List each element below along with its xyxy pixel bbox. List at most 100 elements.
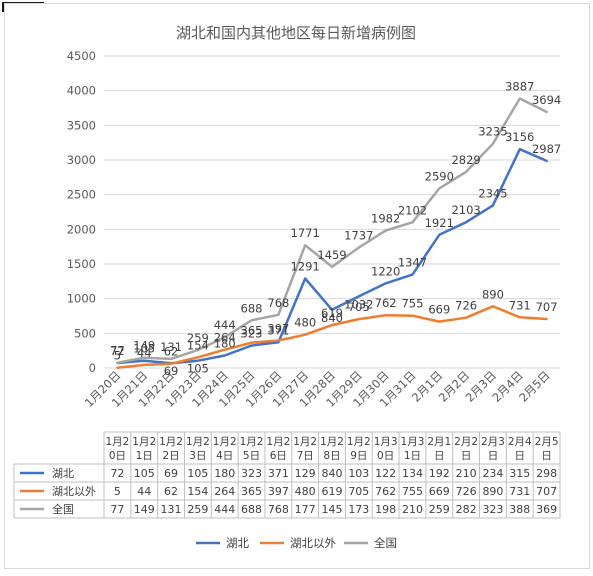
table-cell: 69 — [164, 467, 178, 480]
data-label: 3694 — [532, 93, 561, 107]
data-label: 62 — [164, 345, 179, 359]
table-cell: 198 — [375, 503, 396, 516]
data-table: 1月20日1月21日1月22日1月23日1月24日1月25日1月26日1月27日… — [13, 431, 561, 519]
data-label: 69 — [164, 364, 179, 378]
table-cell: 688 — [241, 503, 262, 516]
data-label: 77 — [110, 344, 125, 358]
table-header: 1月2 — [159, 436, 183, 448]
table-cell: 77 — [110, 503, 124, 516]
table-row-label: 全国 — [52, 502, 74, 516]
table-header: 8日 — [323, 450, 340, 462]
table-header: 2月5 — [535, 436, 559, 448]
table-cell: 755 — [402, 485, 423, 498]
table-cell: 259 — [187, 503, 208, 516]
y-tick-label: 3500 — [67, 118, 96, 132]
data-label: 323 — [241, 327, 263, 341]
legend-label: 全国 — [374, 536, 397, 550]
table-header: 2日 — [162, 450, 179, 462]
table-cell: 705 — [348, 485, 369, 498]
table-cell: 259 — [429, 503, 450, 516]
data-label: 731 — [509, 298, 531, 312]
table-header: 7日 — [297, 450, 314, 462]
table-header: 1月2 — [132, 436, 156, 448]
data-label: 2103 — [451, 203, 480, 217]
table-header: 1月2 — [293, 436, 317, 448]
table-header: 6日 — [270, 450, 287, 462]
table-cell: 397 — [268, 485, 289, 498]
data-label: 619 — [321, 306, 343, 320]
data-label: 2590 — [425, 169, 454, 183]
table-header: 0日 — [109, 450, 126, 462]
data-label: 669 — [428, 303, 450, 317]
table-cell: 105 — [134, 467, 155, 480]
data-label: 755 — [401, 297, 423, 311]
table-cell: 480 — [295, 485, 316, 498]
table-cell: 180 — [214, 467, 235, 480]
chart-frame — [4, 3, 590, 569]
table-cell: 105 — [187, 467, 208, 480]
table-cell: 72 — [110, 467, 124, 480]
data-label: 149 — [133, 339, 155, 353]
table-cell: 62 — [164, 485, 178, 498]
data-label: 1291 — [291, 259, 320, 273]
data-label: 2345 — [478, 186, 507, 200]
legend-label: 湖北 — [226, 536, 249, 550]
table-cell: 323 — [241, 467, 262, 480]
table-cell: 134 — [402, 467, 423, 480]
table-header: 1日 — [404, 450, 421, 462]
data-label: 3156 — [505, 130, 534, 144]
table-header: 4日 — [216, 450, 233, 462]
table-header: 9日 — [350, 450, 367, 462]
table-header: 日 — [515, 450, 526, 462]
table-cell: 234 — [482, 467, 503, 480]
table-cell: 177 — [295, 503, 316, 516]
table-cell: 210 — [402, 503, 423, 516]
table-cell: 731 — [509, 485, 530, 498]
data-label: 105 — [187, 362, 209, 376]
data-label: 1347 — [398, 256, 427, 270]
legend-label: 湖北以外 — [290, 536, 336, 550]
table-cell: 323 — [482, 503, 503, 516]
data-label: 2829 — [451, 153, 480, 167]
data-label: 154 — [187, 338, 209, 352]
data-label: 105 — [133, 342, 155, 356]
table-cell: 444 — [214, 503, 235, 516]
data-label: 5 — [114, 349, 121, 363]
data-label: 365 — [241, 324, 263, 338]
series-line-1 — [116, 305, 548, 369]
table-header: 3日 — [189, 450, 206, 462]
data-label: 762 — [375, 296, 397, 310]
table-header: 1日 — [136, 450, 153, 462]
data-label: 480 — [294, 316, 316, 330]
data-label: 2102 — [398, 203, 427, 217]
table-header: 0日 — [377, 450, 394, 462]
data-label: 44 — [137, 346, 152, 360]
table-cell: 768 — [268, 503, 289, 516]
table-cell: 122 — [375, 467, 396, 480]
table-header: 日 — [488, 450, 499, 462]
table-cell: 365 — [241, 485, 262, 498]
x-tick-label: 2月5日 — [516, 368, 553, 405]
table-cell: 371 — [268, 467, 289, 480]
data-label: 705 — [348, 300, 370, 314]
table-cell: 726 — [456, 485, 477, 498]
table-row-label: 湖北以外 — [52, 485, 96, 498]
table-header: 日 — [461, 450, 472, 462]
table-cell: 192 — [429, 467, 450, 480]
table-cell: 762 — [375, 485, 396, 498]
table-cell: 145 — [322, 503, 343, 516]
table-header: 1月2 — [213, 436, 237, 448]
table-header: 2月2 — [454, 436, 478, 448]
table-header: 5日 — [243, 450, 260, 462]
table-cell: 154 — [187, 485, 208, 498]
table-cell: 840 — [322, 467, 343, 480]
series-line-2 — [116, 97, 548, 364]
table-header: 1月2 — [105, 436, 129, 448]
data-label: 444 — [214, 318, 236, 332]
table-cell: 282 — [456, 503, 477, 516]
y-tick-label: 4000 — [67, 84, 96, 98]
table-header: 1月2 — [320, 436, 344, 448]
table-cell: 173 — [348, 503, 369, 516]
y-tick-label: 3000 — [67, 153, 96, 167]
